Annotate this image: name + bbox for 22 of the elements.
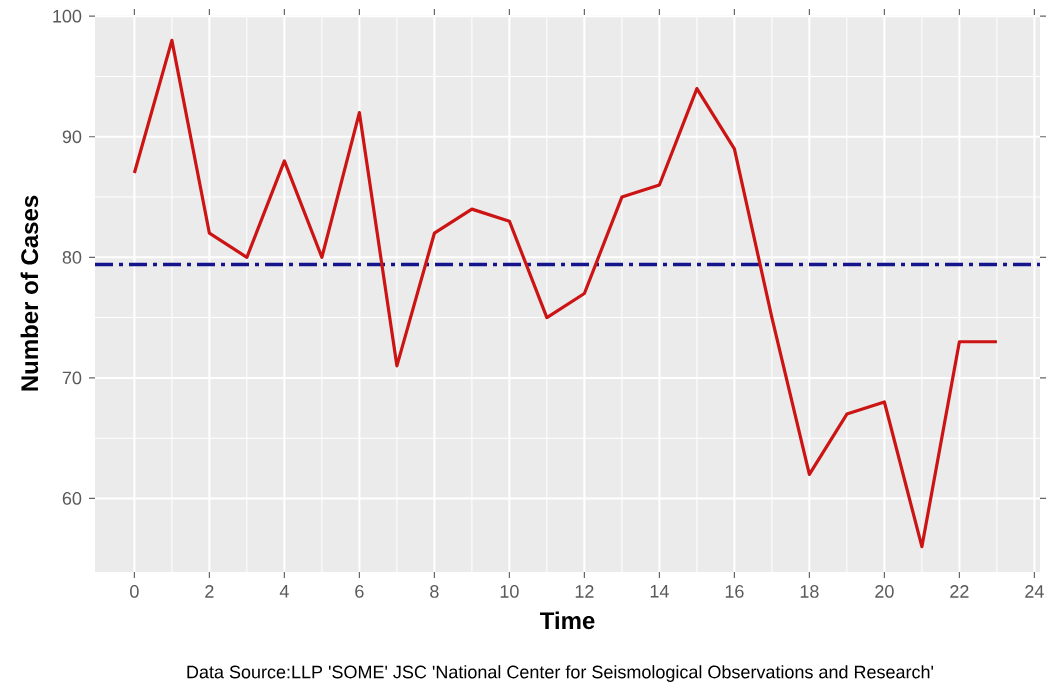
x-tick-label: 10	[500, 585, 519, 598]
x-tick-label: 0	[130, 585, 139, 598]
y-tick-label: 60	[62, 492, 82, 505]
y-tick-label: 100	[53, 9, 82, 23]
y-tick-label: 90	[62, 130, 82, 144]
y-tick-label: 70	[62, 371, 82, 385]
x-tick-label: 8	[430, 585, 439, 598]
x-tick-label: 20	[875, 585, 894, 598]
x-axis-title: Time	[540, 611, 595, 630]
x-tick-label: 22	[950, 585, 969, 598]
x-tick-label: 18	[800, 585, 819, 598]
x-tick-label: 2	[205, 585, 214, 598]
x-tick-label: 4	[279, 585, 289, 598]
x-tick-label: 16	[725, 585, 744, 598]
source-note: Data Source:LLP 'SOME' JSC 'National Center for Seismological Observations and Research'	[187, 665, 934, 682]
x-tick-label: 14	[650, 585, 669, 598]
y-axis-title: Number of Cases	[20, 195, 39, 391]
y-tick-label: 80	[62, 250, 82, 264]
line-series	[132, 38, 999, 549]
x-tick-label: 12	[575, 585, 594, 598]
x-tick-label: 6	[355, 585, 364, 598]
x-tick-label: 24	[1025, 585, 1044, 598]
